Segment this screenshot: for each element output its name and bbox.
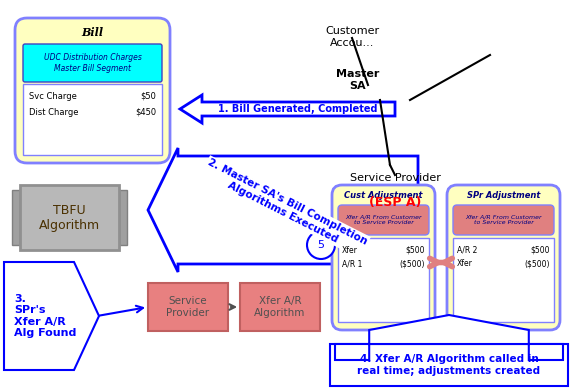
- Text: Service Provider: Service Provider: [350, 173, 441, 183]
- FancyBboxPatch shape: [453, 205, 554, 235]
- FancyBboxPatch shape: [240, 283, 320, 331]
- Text: A/R 1: A/R 1: [342, 260, 362, 269]
- Text: A/R 2: A/R 2: [457, 245, 478, 254]
- Text: Xfer A/R
Algorithm: Xfer A/R Algorithm: [255, 296, 306, 318]
- Text: TBFU
Algorithm: TBFU Algorithm: [39, 203, 100, 232]
- Text: Master
SA: Master SA: [336, 69, 380, 91]
- FancyBboxPatch shape: [338, 205, 429, 235]
- Text: Service
Provider: Service Provider: [166, 296, 210, 318]
- Text: (ESP A): (ESP A): [369, 196, 421, 209]
- FancyBboxPatch shape: [453, 238, 554, 322]
- Text: ($500): ($500): [525, 260, 550, 269]
- FancyBboxPatch shape: [15, 18, 170, 163]
- Text: Xfer A/R From Customer
to Service Provider: Xfer A/R From Customer to Service Provid…: [345, 214, 422, 225]
- Text: Svc Charge: Svc Charge: [29, 91, 77, 100]
- Text: $50: $50: [140, 91, 156, 100]
- FancyBboxPatch shape: [338, 238, 429, 322]
- FancyBboxPatch shape: [20, 185, 119, 250]
- Polygon shape: [4, 262, 99, 370]
- Circle shape: [307, 231, 335, 259]
- FancyBboxPatch shape: [12, 190, 20, 245]
- Text: Bill: Bill: [81, 27, 104, 38]
- Polygon shape: [148, 148, 418, 272]
- Text: ($500): ($500): [400, 260, 425, 269]
- Text: UDC Distribution Charges
Master Bill Segment: UDC Distribution Charges Master Bill Seg…: [44, 53, 142, 73]
- Text: 5: 5: [317, 240, 324, 250]
- Polygon shape: [335, 315, 563, 360]
- Text: SPr Adjustment: SPr Adjustment: [467, 191, 540, 200]
- FancyBboxPatch shape: [447, 185, 560, 330]
- Text: 2. Master SA's Bill Completion
Algorithms Executed: 2. Master SA's Bill Completion Algorithm…: [201, 157, 369, 257]
- Text: Xfer: Xfer: [457, 260, 473, 269]
- Text: 4. Xfer A/R Algorithm called in
real time; adjustments created: 4. Xfer A/R Algorithm called in real tim…: [358, 354, 540, 376]
- Text: Cust Adjustment: Cust Adjustment: [344, 191, 423, 200]
- Text: 1. Bill Generated, Completed: 1. Bill Generated, Completed: [218, 104, 377, 114]
- FancyBboxPatch shape: [23, 44, 162, 82]
- Text: Xfer: Xfer: [342, 245, 358, 254]
- Text: $500: $500: [406, 245, 425, 254]
- Text: $450: $450: [135, 107, 156, 116]
- Text: $500: $500: [530, 245, 550, 254]
- FancyBboxPatch shape: [119, 190, 127, 245]
- Polygon shape: [180, 95, 395, 123]
- FancyBboxPatch shape: [148, 283, 228, 331]
- FancyBboxPatch shape: [332, 185, 435, 330]
- Text: 3.
SPr's
Xfer A/R
Alg Found: 3. SPr's Xfer A/R Alg Found: [14, 294, 77, 338]
- Text: Customer
Accou...: Customer Accou...: [325, 26, 379, 47]
- FancyBboxPatch shape: [23, 84, 162, 155]
- Text: Xfer A/R From Customer
to Service Provider: Xfer A/R From Customer to Service Provid…: [465, 214, 542, 225]
- Text: Dist Charge: Dist Charge: [29, 107, 78, 116]
- FancyBboxPatch shape: [330, 344, 568, 386]
